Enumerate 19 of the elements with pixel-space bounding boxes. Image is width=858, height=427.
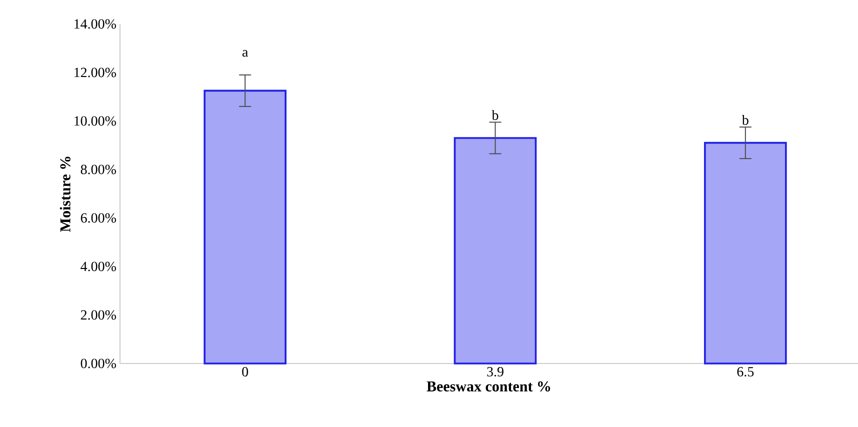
bar (454, 137, 537, 364)
bar (704, 142, 787, 364)
annotation: b (742, 114, 748, 125)
y-tick-label: 6.00% (80, 213, 116, 223)
x-tick-label: 3.9 (487, 367, 504, 376)
y-tick-label: 8.00% (80, 164, 116, 174)
annotation: a (242, 50, 248, 57)
y-tick-label: 10.00% (74, 116, 116, 126)
y-tick-label: 4.00% (80, 262, 116, 272)
annotation: b (492, 110, 498, 120)
x-tick-label: 6.5 (737, 367, 754, 376)
bar (204, 90, 286, 364)
x-tick-label: 0 (242, 367, 248, 376)
y-tick-label: 0.00% (80, 358, 116, 368)
x-axis-title: Beeswax content % (426, 381, 550, 392)
y-tick-label: 12.00% (74, 68, 116, 78)
y-tick-label: 2.00% (80, 310, 116, 320)
y-tick-label: 14.00% (74, 19, 116, 29)
y-axis-title: Moisture % (60, 156, 70, 232)
